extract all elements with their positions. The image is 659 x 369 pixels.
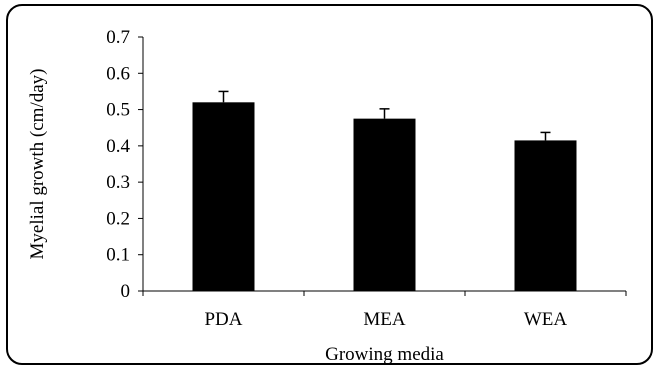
error-bars	[218, 90, 551, 141]
x-tick-label: PDA	[204, 309, 242, 330]
bar-wea	[514, 140, 577, 291]
bars	[192, 102, 577, 292]
y-tick-label: 0.3	[106, 172, 130, 193]
y-tick-label: 0.5	[106, 100, 130, 121]
x-tick-label: MEA	[363, 309, 406, 330]
bar-pda	[192, 102, 255, 291]
y-tick-label: 0.7	[106, 27, 130, 48]
y-axis-tick-labels: 0 0.1 0.2 0.3 0.4 0.5 0.6 0.7	[106, 27, 130, 302]
bar-mea	[353, 118, 416, 292]
y-tick-label: 0.6	[106, 63, 130, 84]
x-axis-tick-labels: PDA MEA WEA	[204, 309, 567, 330]
y-tick-label: 0.2	[106, 208, 130, 229]
x-axis-title: Growing media	[325, 344, 444, 365]
y-axis-title: Myelial growth (cm/day)	[27, 68, 48, 259]
x-tick-label: WEA	[524, 309, 568, 330]
y-tick-label: 0.4	[106, 136, 130, 157]
x-axis-ticks	[142, 291, 627, 296]
y-axis-ticks	[138, 36, 143, 292]
y-tick-label: 0	[121, 281, 131, 302]
y-tick-label: 0.1	[106, 245, 130, 266]
